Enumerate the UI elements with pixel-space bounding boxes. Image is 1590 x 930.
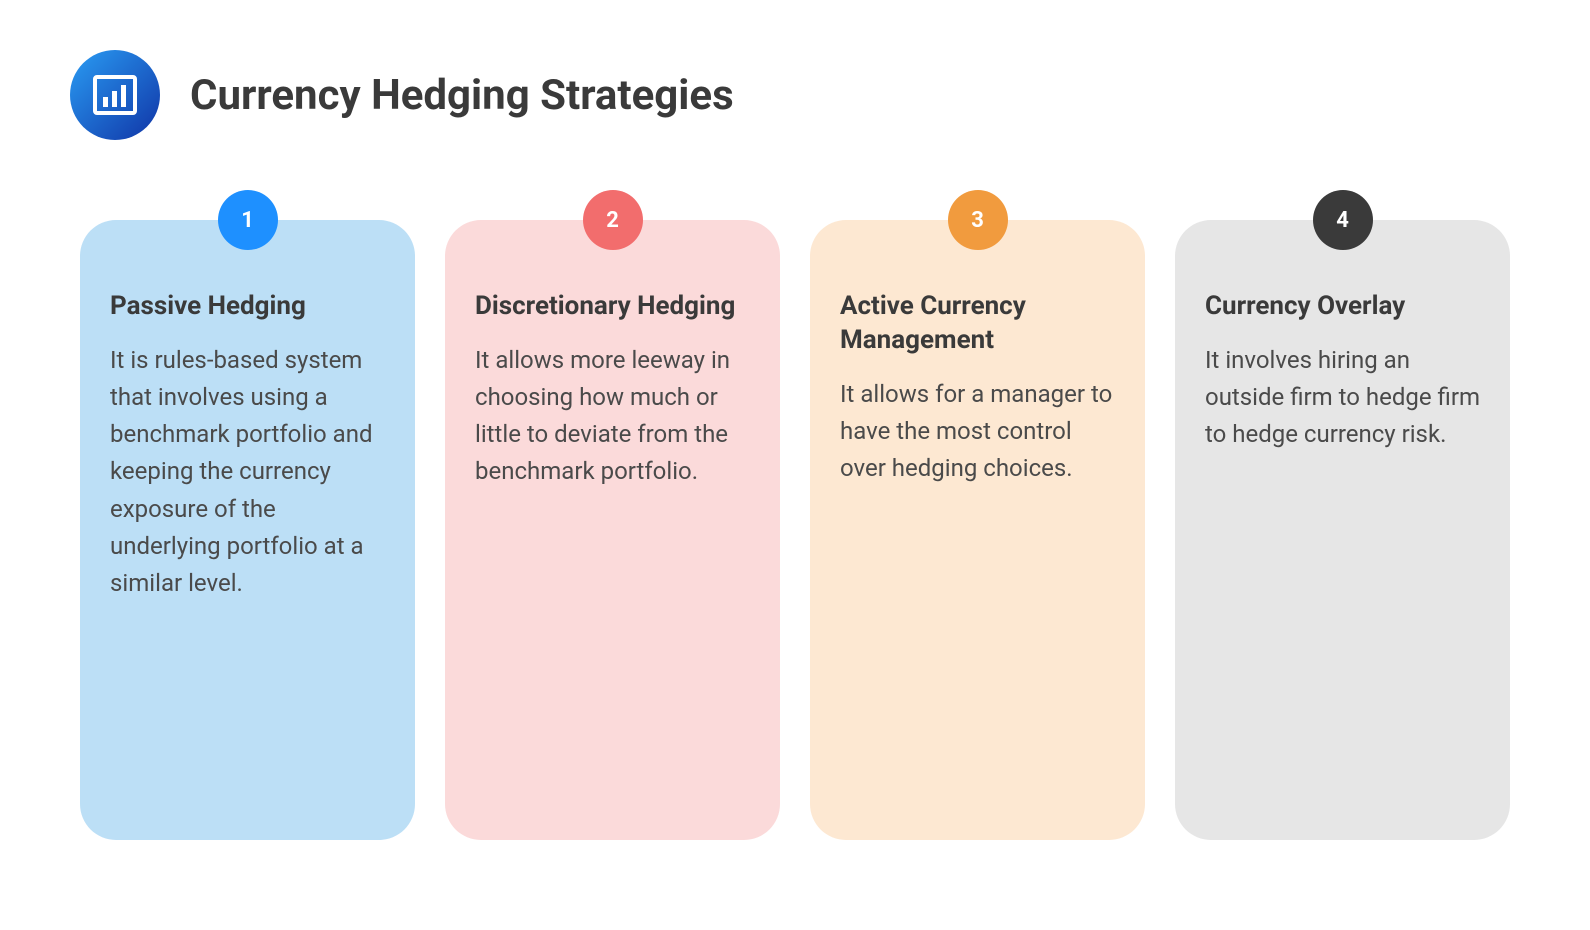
badge-3: 3 — [948, 190, 1008, 250]
badge-2: 2 — [583, 190, 643, 250]
card-currency-overlay: 4 Currency Overlay It involves hiring an… — [1175, 220, 1510, 840]
card-title: Passive Hedging — [110, 290, 385, 324]
badge-number: 2 — [606, 208, 619, 233]
badge-number: 4 — [1336, 208, 1349, 233]
cards-row: 1 Passive Hedging It is rules-based syst… — [70, 220, 1520, 840]
page-title: Currency Hedging Strategies — [190, 71, 734, 120]
card-active-currency-management: 3 Active Currency Management It allows f… — [810, 220, 1145, 840]
card-title: Active Currency Management — [840, 290, 1115, 358]
card-description: It involves hiring an outside firm to he… — [1205, 342, 1480, 454]
badge-number: 3 — [971, 208, 984, 233]
card-description: It is rules-based system that involves u… — [110, 342, 385, 602]
card-discretionary-hedging: 2 Discretionary Hedging It allows more l… — [445, 220, 780, 840]
badge-1: 1 — [218, 190, 278, 250]
badge-number: 1 — [241, 208, 254, 233]
card-title: Currency Overlay — [1205, 290, 1480, 324]
card-description: It allows more leeway in choosing how mu… — [475, 342, 750, 491]
chart-icon — [70, 50, 160, 140]
card-description: It allows for a manager to have the most… — [840, 376, 1115, 488]
card-title: Discretionary Hedging — [475, 290, 750, 324]
header: Currency Hedging Strategies — [70, 50, 1520, 140]
badge-4: 4 — [1313, 190, 1373, 250]
card-passive-hedging: 1 Passive Hedging It is rules-based syst… — [80, 220, 415, 840]
